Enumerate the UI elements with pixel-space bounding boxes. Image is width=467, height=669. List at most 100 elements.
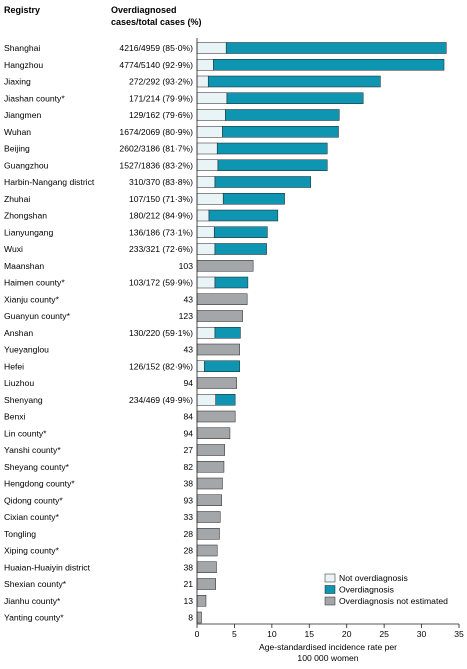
row-label: Yueyanglou — [4, 345, 49, 355]
row-label: Anshan — [4, 328, 33, 338]
row-cases: 2602/3186 (81·7%) — [119, 144, 193, 154]
row-label: Maanshan — [4, 261, 44, 271]
bar-not-estimated — [196, 377, 237, 389]
x-axis-label-line2: 100 000 women — [297, 653, 358, 663]
row-label: Liuzhou — [4, 378, 34, 388]
legend-swatch — [324, 573, 336, 583]
bar-not-estimated — [196, 561, 217, 573]
bar-not-overdiagnosis — [196, 193, 224, 205]
row-cases: 233/321 (72·6%) — [129, 244, 193, 254]
bar-overdiagnosis — [204, 360, 240, 372]
bar-not-overdiagnosis — [196, 159, 219, 171]
row-label: Guanyun county* — [4, 311, 71, 321]
bar-overdiagnosis — [217, 159, 328, 171]
row-cases: 1674/2069 (80·9%) — [119, 127, 193, 137]
row-label: Shexian county* — [4, 579, 67, 589]
row-label: Haimen county* — [4, 278, 65, 288]
x-tick-label: 30 — [417, 629, 427, 639]
x-axis-label-line1: Age-standardised incidence rate per — [259, 642, 397, 652]
row-cases: 136/186 (73·1%) — [129, 227, 193, 237]
bar-not-overdiagnosis — [196, 243, 216, 255]
row-cases: 103 — [179, 261, 194, 271]
bar-not-estimated — [196, 427, 231, 439]
row-label: Cixian county* — [4, 512, 60, 522]
bar-not-estimated — [196, 461, 225, 473]
bar-not-overdiagnosis — [196, 360, 205, 372]
x-tick-label: 35 — [454, 629, 464, 639]
bar-not-estimated — [196, 595, 207, 607]
row-label: Jiaxing — [4, 77, 31, 87]
row-label: Wuxi — [4, 244, 23, 254]
bar-not-overdiagnosis — [196, 176, 216, 188]
row-label: Jiangmen — [4, 110, 41, 120]
bar-not-estimated — [196, 578, 216, 590]
row-cases: 129/162 (79·6%) — [129, 110, 193, 120]
x-ticks: 0 5 10 15 20 25 30 35 — [195, 624, 464, 639]
row-cases: 13 — [183, 596, 193, 606]
bar-not-estimated — [196, 528, 220, 540]
row-cases: 107/150 (71·3%) — [129, 194, 193, 204]
legend-label: Overdiagnosis — [339, 585, 394, 595]
legend: Not overdiagnosis OverdiagnosisOverdiagno… — [324, 573, 448, 606]
bar-not-overdiagnosis — [196, 92, 228, 104]
row-cases: 171/214 (79·9%) — [129, 93, 193, 103]
header-cases-line2: cases/total cases (%) — [111, 17, 202, 27]
row-cases: 1527/1836 (83·2%) — [119, 160, 193, 170]
row-label: Yanting county* — [4, 613, 64, 623]
bar-overdiagnosis — [215, 394, 236, 406]
row-label: Qidong county* — [4, 495, 63, 505]
row-cases: 38 — [183, 479, 193, 489]
row-cases: 130/220 (59·1%) — [129, 328, 193, 338]
row-label: Lin county* — [4, 428, 47, 438]
bar-not-estimated — [196, 444, 225, 456]
row-cases: 28 — [183, 529, 193, 539]
bar-not-estimated — [196, 410, 236, 423]
row-cases: 21 — [183, 579, 193, 589]
bar-overdiagnosis — [214, 327, 241, 339]
bar-not-overdiagnosis — [196, 42, 227, 54]
bar-overdiagnosis — [216, 142, 328, 155]
bar-not-overdiagnosis — [196, 226, 215, 238]
row-label: Tongling — [4, 529, 36, 539]
bar-not-overdiagnosis — [196, 75, 209, 88]
bar-overdiagnosis — [208, 209, 279, 222]
row-cases: 28 — [183, 546, 193, 556]
row-label: Jiashan county* — [4, 93, 65, 103]
row-cases: 43 — [183, 345, 193, 355]
bar-not-estimated — [196, 611, 202, 624]
header: Registry Overdiagnosed cases/total cases… — [4, 5, 202, 27]
row-cases: 8 — [188, 613, 193, 623]
row-cases: 234/469 (49·9%) — [129, 395, 193, 405]
bar-not-overdiagnosis — [196, 126, 223, 138]
bar-not-overdiagnosis — [196, 59, 214, 71]
bar-not-overdiagnosis — [196, 394, 216, 406]
bar-not-overdiagnosis — [196, 209, 210, 222]
row-cases: 94 — [183, 428, 193, 438]
row-label: Wuhan — [4, 127, 31, 137]
row-label: Sheyang county* — [4, 462, 70, 472]
row-label: Xiping county* — [4, 546, 60, 556]
row-label: Huaian-Huaiyin district — [4, 562, 91, 572]
row-label: Beijing — [4, 144, 30, 154]
row-cases: 93 — [183, 495, 193, 505]
row-label: Hangzhou — [4, 60, 43, 70]
row-label: Lianyungang — [4, 227, 53, 237]
bar-overdiagnosis — [213, 59, 445, 71]
header-cases-line1: Overdiagnosed — [111, 5, 177, 15]
rows: Shanghai 4216/4959 (85·0%) Hangzhou 4774/51… — [4, 42, 447, 624]
bar-not-estimated — [196, 260, 254, 272]
bar-overdiagnosis — [214, 276, 249, 289]
legend-label: Not overdiagnosis — [339, 573, 408, 583]
row-label: Zhongshan — [4, 211, 47, 221]
row-label: Zhuhai — [4, 194, 30, 204]
row-label: Guangzhou — [4, 160, 49, 170]
row-cases: 82 — [183, 462, 193, 472]
bar-overdiagnosis — [214, 243, 267, 255]
row-cases: 126/152 (82·9%) — [129, 361, 193, 371]
row-cases: 123 — [179, 311, 194, 321]
x-tick-label: 20 — [342, 629, 352, 639]
bar-overdiagnosis — [222, 193, 285, 205]
bar-not-estimated — [196, 544, 218, 557]
row-cases: 43 — [183, 294, 193, 304]
row-label: Hengdong county* — [4, 479, 75, 489]
